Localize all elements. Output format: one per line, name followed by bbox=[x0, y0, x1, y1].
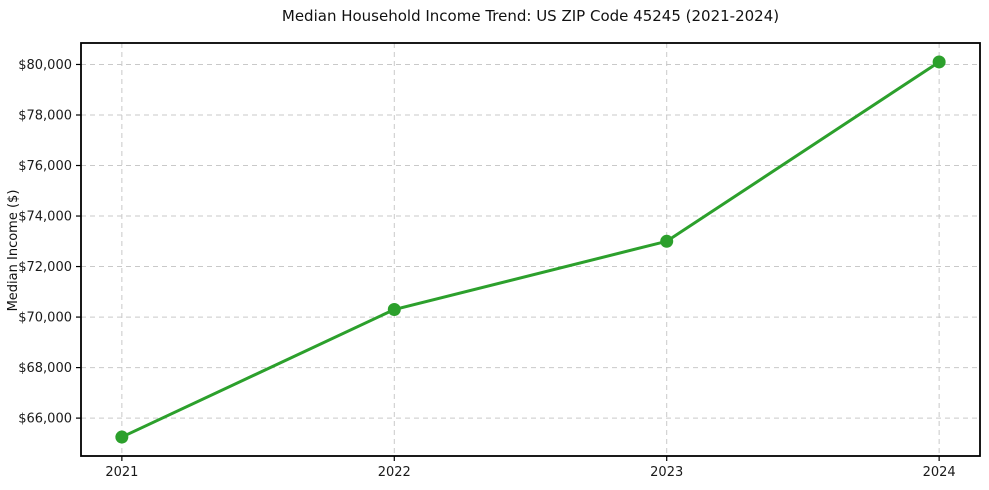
y-tick-label: $68,000 bbox=[18, 361, 72, 376]
plot-border bbox=[80, 42, 981, 457]
y-tick-label: $72,000 bbox=[18, 260, 72, 275]
y-tick-label: $78,000 bbox=[18, 108, 72, 123]
chart-title: Median Household Income Trend: US ZIP Co… bbox=[281, 7, 780, 25]
y-tick-label: $80,000 bbox=[18, 58, 72, 73]
x-tick-label: 2024 bbox=[923, 465, 956, 480]
x-tick-label: 2023 bbox=[650, 465, 683, 480]
y-tick-label: $74,000 bbox=[18, 210, 72, 225]
x-tick-label: 2021 bbox=[105, 465, 138, 480]
data-point-marker bbox=[932, 55, 946, 69]
y-tick-label: $76,000 bbox=[18, 159, 72, 174]
data-point-marker bbox=[660, 234, 674, 248]
x-tick-label: 2022 bbox=[378, 465, 411, 480]
trend-line bbox=[120, 60, 941, 439]
data-point-marker bbox=[387, 302, 401, 316]
y-tick-label: $70,000 bbox=[18, 311, 72, 326]
data-point-marker bbox=[115, 430, 129, 444]
y-tick-label: $66,000 bbox=[18, 412, 72, 427]
